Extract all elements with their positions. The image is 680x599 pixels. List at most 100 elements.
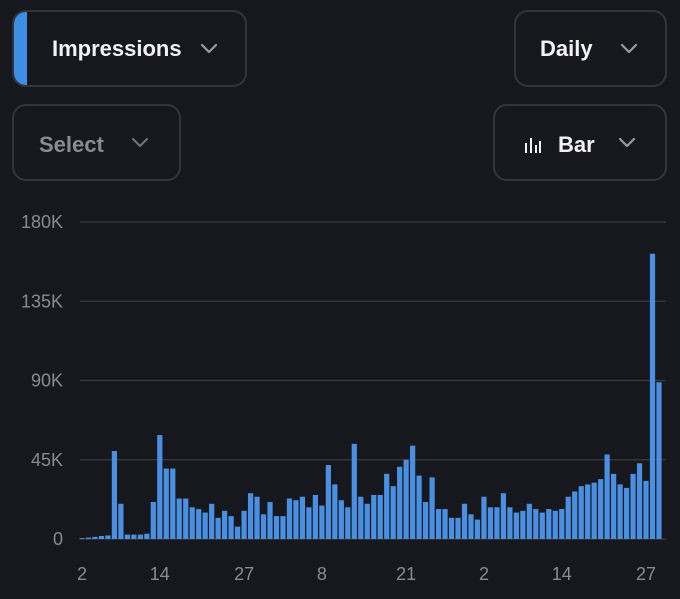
bar[interactable] [546, 509, 552, 539]
bar[interactable] [163, 468, 169, 539]
metric-dropdown[interactable]: Impressions [12, 10, 247, 87]
bar[interactable] [656, 382, 662, 539]
bar[interactable] [260, 514, 267, 539]
bar[interactable] [325, 465, 331, 539]
bar[interactable] [299, 496, 306, 539]
bar[interactable] [144, 533, 150, 539]
bar[interactable] [273, 516, 280, 539]
bar[interactable] [649, 253, 656, 539]
compare-select-dropdown[interactable]: Select [12, 104, 181, 181]
bar[interactable] [247, 493, 254, 539]
bar[interactable] [429, 477, 435, 539]
bar[interactable] [494, 507, 500, 539]
bar[interactable] [176, 498, 182, 539]
bar[interactable] [410, 445, 416, 539]
bar[interactable] [468, 514, 474, 539]
bar[interactable] [254, 496, 260, 539]
x-tick-label: 2 [77, 564, 87, 584]
bar[interactable] [442, 509, 448, 539]
bar[interactable] [137, 534, 143, 539]
bar[interactable] [306, 507, 312, 539]
period-dropdown[interactable]: Daily [514, 10, 667, 87]
bar[interactable] [559, 509, 565, 539]
bar[interactable] [234, 526, 241, 539]
bar[interactable] [591, 482, 597, 539]
bar[interactable] [500, 493, 507, 539]
bar[interactable] [377, 494, 383, 539]
bar[interactable] [364, 503, 370, 539]
bar[interactable] [202, 512, 208, 539]
bar[interactable] [403, 459, 409, 539]
bar[interactable] [183, 498, 189, 539]
bar[interactable] [539, 512, 545, 539]
bar[interactable] [157, 435, 163, 539]
bar[interactable] [598, 479, 604, 539]
bar[interactable] [585, 484, 591, 539]
bar[interactable] [526, 503, 532, 539]
bar[interactable] [617, 484, 623, 539]
bar[interactable] [578, 486, 584, 539]
bar[interactable] [481, 496, 487, 539]
chevron-down-icon [131, 137, 149, 147]
x-tick-label: 21 [396, 564, 416, 584]
bar[interactable] [416, 475, 422, 539]
bar[interactable] [435, 509, 442, 539]
bar[interactable] [312, 494, 318, 539]
bar[interactable] [338, 500, 344, 539]
bar[interactable] [507, 507, 513, 539]
bar[interactable] [118, 503, 124, 539]
bar[interactable] [423, 502, 429, 539]
bar[interactable] [319, 505, 325, 539]
chevron-down-icon [618, 137, 636, 147]
bar[interactable] [397, 466, 403, 539]
bar[interactable] [455, 517, 461, 539]
bar[interactable] [241, 510, 247, 539]
bar[interactable] [92, 536, 98, 539]
bar[interactable] [293, 500, 299, 539]
bar[interactable] [196, 509, 202, 539]
bar[interactable] [332, 484, 338, 539]
bar[interactable] [215, 517, 221, 539]
bar[interactable] [267, 502, 273, 539]
bar[interactable] [85, 537, 92, 539]
bar[interactable] [351, 443, 357, 539]
bar[interactable] [513, 512, 519, 539]
bar[interactable] [552, 510, 558, 539]
bar[interactable] [448, 517, 455, 539]
bar[interactable] [170, 468, 176, 539]
bar[interactable] [461, 503, 468, 539]
bar[interactable] [98, 536, 105, 539]
chevron-down-icon [200, 43, 218, 53]
bar[interactable] [280, 516, 286, 539]
bar[interactable] [487, 507, 494, 539]
bar[interactable] [228, 516, 234, 539]
bar[interactable] [533, 509, 539, 539]
bar[interactable] [79, 538, 85, 539]
bar[interactable] [222, 510, 228, 539]
bar[interactable] [520, 510, 526, 539]
bar[interactable] [209, 503, 215, 539]
bar-chart-icon [525, 138, 541, 153]
bar[interactable] [623, 487, 630, 539]
bar[interactable] [345, 507, 351, 539]
bar[interactable] [643, 480, 649, 539]
bar[interactable] [636, 463, 643, 539]
bar[interactable] [371, 494, 377, 539]
bar[interactable] [150, 502, 156, 539]
bar[interactable] [611, 473, 617, 539]
bar[interactable] [105, 535, 111, 539]
bar[interactable] [111, 450, 118, 539]
bar[interactable] [390, 486, 396, 539]
chart-type-dropdown[interactable]: Bar [493, 104, 667, 181]
bar[interactable] [565, 496, 571, 539]
bar[interactable] [124, 534, 130, 539]
bar[interactable] [286, 498, 293, 539]
bar[interactable] [189, 507, 195, 539]
bar[interactable] [604, 454, 610, 539]
bar[interactable] [474, 519, 481, 539]
bar[interactable] [358, 496, 364, 539]
bar[interactable] [630, 473, 636, 539]
bar[interactable] [572, 491, 578, 539]
bar[interactable] [384, 473, 390, 539]
bar[interactable] [131, 534, 137, 539]
